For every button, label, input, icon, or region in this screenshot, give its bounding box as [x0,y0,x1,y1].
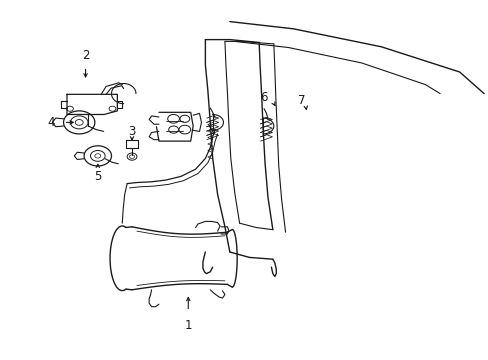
Text: 6: 6 [260,91,267,104]
Text: 2: 2 [81,49,89,62]
Text: 5: 5 [94,170,102,183]
Text: 7: 7 [298,94,305,107]
Text: 4: 4 [47,116,55,129]
Text: 1: 1 [184,319,192,332]
Text: 3: 3 [128,125,136,138]
